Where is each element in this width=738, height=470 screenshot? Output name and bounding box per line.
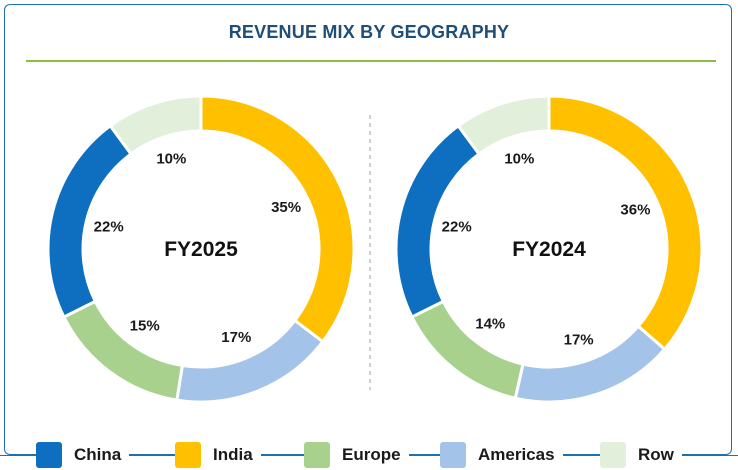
slice-row <box>456 94 551 157</box>
legend-label-row: Row <box>638 445 674 464</box>
donut-fy2025: 35% 17% 15% 22% 10% FY2025 <box>46 94 356 404</box>
legend-label-china: China <box>74 445 122 464</box>
legend-label-americas: Americas <box>478 445 555 464</box>
legend-swatch-china <box>36 442 62 468</box>
slice-label-row: 10% <box>156 151 186 168</box>
center-label: FY2025 <box>164 238 238 261</box>
slice-europe <box>61 299 185 402</box>
legend-swatch-americas <box>440 442 466 468</box>
chart-title: REVENUE MIX BY GEOGRAPHY <box>228 22 510 42</box>
legend-item-europe: Europe <box>304 440 409 470</box>
slice-label-china: 22% <box>94 219 124 236</box>
slice-label-europe: 15% <box>130 318 160 335</box>
slice-label-china: 22% <box>442 219 472 236</box>
legend: China India Europe Americas Row <box>0 436 738 470</box>
slice-label-europe: 14% <box>475 316 505 333</box>
slice-india <box>547 94 704 352</box>
slice-label-india: 35% <box>271 199 301 216</box>
slice-india <box>199 94 356 344</box>
legend-swatch-europe <box>304 442 330 468</box>
title-underline <box>26 60 716 62</box>
legend-item-americas: Americas <box>440 440 563 470</box>
slice-label-row: 10% <box>504 151 534 168</box>
donut-fy2024: 36% 17% 14% 22% 10% FY2024 <box>394 94 704 404</box>
donut-charts: 35% 17% 15% 22% 10% FY2025 36% 17% 14% 22% 10% FY2… <box>46 94 704 404</box>
legend-label-india: India <box>213 445 253 464</box>
legend-label-europe: Europe <box>342 445 401 464</box>
legend-swatch-row <box>600 442 626 468</box>
legend-item-row: Row <box>600 440 682 470</box>
slice-label-india: 36% <box>620 202 650 219</box>
slice-europe <box>409 299 525 401</box>
legend-item-china: China <box>36 440 130 470</box>
legend-item-india: India <box>175 440 261 470</box>
slice-row <box>108 94 203 157</box>
slice-label-americas: 17% <box>221 329 251 346</box>
slice-label-americas: 17% <box>564 331 594 348</box>
legend-swatch-india <box>175 442 201 468</box>
center-label: FY2024 <box>512 238 586 261</box>
